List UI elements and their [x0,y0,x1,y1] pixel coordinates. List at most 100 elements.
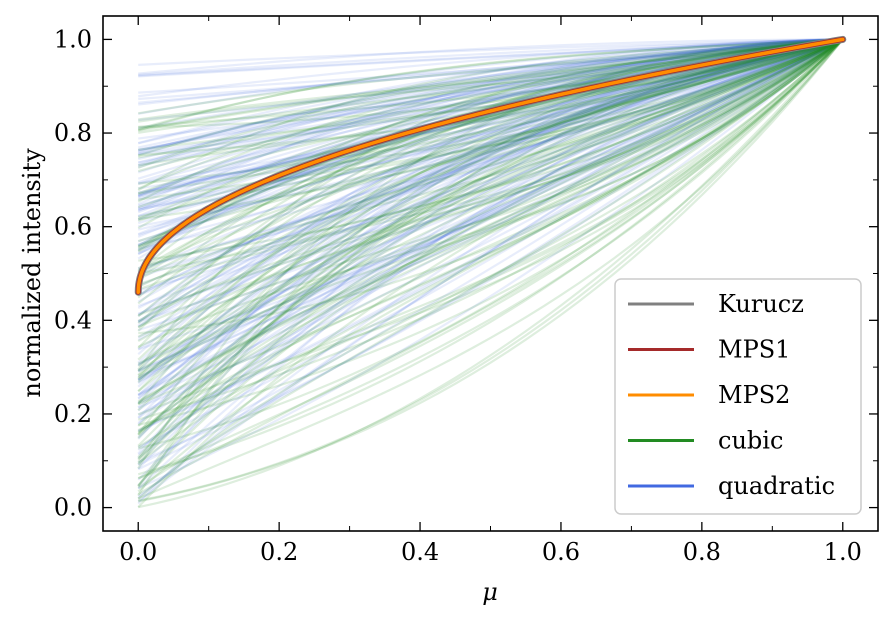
quadratic-curve [137,38,844,396]
model-curves [134,35,847,296]
quadratic-curve [138,38,843,152]
quadratic-curve [138,38,843,94]
quadratic-curve [137,38,844,236]
cubic-curve [137,38,843,439]
quadratic-curve [137,38,844,396]
cubic-curve [138,38,844,129]
quadratic-curve [138,38,843,115]
cubic-curve [137,38,844,365]
cubic-curve [137,38,843,247]
axis-tick-labels: 0.0 0.2 0.4 0.6 0.8 1.0 0.0 0.2 0.4 0.6 0.8 1.0 [54,25,862,566]
quadratic-curve [137,38,843,426]
quadratic-curve [137,38,843,202]
quadratic-curve [137,38,843,372]
cubic-curve [138,38,844,335]
cubic-curve [137,38,843,463]
quadratic-curve [137,38,844,449]
cubic-curve [137,38,843,273]
cubic-curve [137,38,843,412]
quadratic-curve [137,38,843,145]
y-tick-label: 1.0 [54,25,92,53]
x-tick-label: 0.6 [542,538,580,566]
x-tick-label: 0.8 [683,538,721,566]
quadratic-curve [137,38,843,367]
cubic-curve [137,38,844,328]
quadratic-curve [137,38,844,246]
quadratic-curve [137,38,844,471]
quadratic-curve [137,38,843,248]
quadratic-curve [137,38,844,308]
quadratic-curve [137,38,844,231]
cubic-curve [137,38,844,476]
cubic-curve [137,38,844,488]
cubic-curve [137,38,844,450]
cubic-curve [138,38,844,157]
quadratic-curve [137,38,844,316]
quadratic-curve [137,38,844,400]
quadratic-curve [137,38,843,153]
cubic-curve [137,38,844,416]
cubic-curve [137,38,844,460]
quadratic-curve [137,38,844,366]
cubic-curve [137,38,844,500]
quadratic-curve [137,38,843,167]
cubic-curve [137,38,844,508]
quadratic-curve [138,38,844,185]
cubic-curve [137,38,844,379]
cubic-curve [137,38,844,209]
cubic-curve [137,38,844,393]
cubic-curve [138,38,843,121]
cubic-curve [138,38,844,167]
legend-box [614,278,862,515]
quadratic-curve [138,38,844,218]
cubic-curve [137,38,844,466]
quadratic-curve [137,38,843,174]
quadratic-curve [137,38,843,156]
quadratic-curve [137,38,843,487]
quadratic-curve [137,38,843,381]
cubic-curve [137,38,843,131]
quadratic-curve [138,38,843,140]
legend: Kurucz MPS1 MPS2 cubic quadratic [614,278,862,515]
quadratic-curve [137,38,843,180]
cubic-curve [137,38,844,458]
cubic-curve [137,38,843,470]
y-tick-label: 0.6 [54,213,92,241]
quadratic-curve [137,38,844,310]
quadratic-curve [137,38,844,500]
cubic-curve [137,38,844,436]
cubic-curve [137,38,844,338]
quadratic-curve [137,38,844,397]
quadratic-curve [137,38,843,169]
cubic-curve [137,38,844,427]
quadratic-curve [137,38,843,145]
quadratic-curve [137,38,844,378]
quadratic-curve [137,38,844,327]
cubic-curve [137,38,844,405]
cubic-curve [137,38,843,332]
quadratic-curve [138,38,843,98]
quadratic-curves [137,38,844,505]
quadratic-curve [137,38,844,419]
cubic-curve [137,38,844,219]
cubic-curve [137,38,844,405]
quadratic-curve [137,38,844,498]
quadratic-curve [138,38,843,130]
quadratic-curve [137,38,843,198]
legend-label-mps2: MPS2 [718,381,790,409]
quadratic-curve [137,38,843,161]
cubic-curve [138,38,844,262]
cubic-curve [137,38,844,376]
x-tick-label: 0.0 [119,538,157,566]
quadratic-curve [137,38,844,297]
quadratic-curve [137,38,844,270]
quadratic-curve [137,38,844,505]
quadratic-curve [137,38,844,274]
quadratic-curve [137,38,844,464]
quadratic-curve [137,38,843,470]
quadratic-curve [137,38,844,490]
cubic-curve [137,38,844,486]
quadratic-curve [137,38,844,323]
quadratic-curve [137,38,843,324]
